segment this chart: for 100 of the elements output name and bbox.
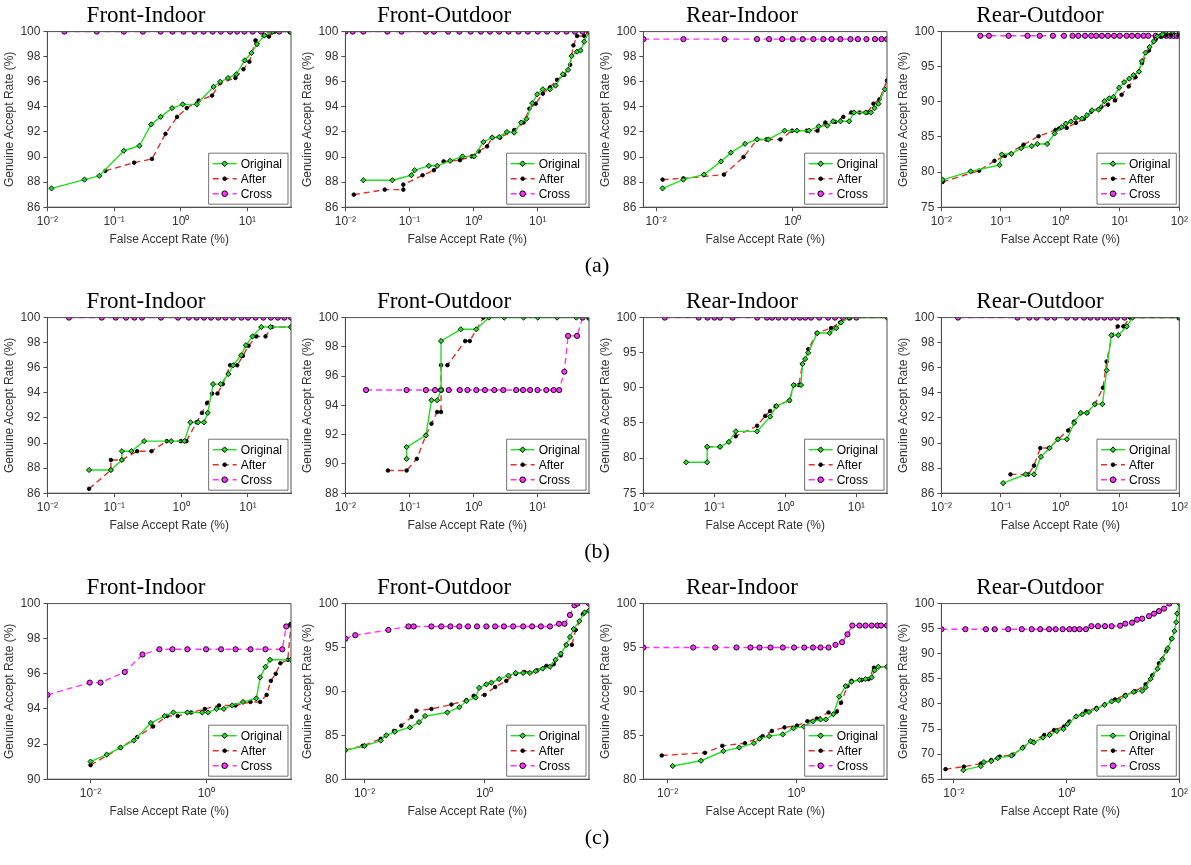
y-tick-label: 92 [325, 124, 339, 139]
x-tick-label: 10⁻² [930, 213, 953, 228]
legend-label: After [836, 743, 862, 758]
y-axis-title: Genuine Accept Rate (%) [597, 337, 612, 474]
legend-label: Cross [538, 758, 570, 773]
x-axis-title: False Accept Rate (%) [109, 804, 229, 819]
y-tick-label: 90 [921, 646, 935, 661]
y-axis-title: Genuine Accept Rate (%) [1, 337, 16, 474]
y-tick-label: 96 [325, 74, 339, 89]
x-tick-label: 10⁰ [197, 785, 216, 800]
y-tick-label: 98 [921, 335, 935, 349]
chart-title: Rear-Indoor [686, 1, 799, 27]
y-tick-label: 90 [325, 149, 339, 164]
x-tick-label: 10² [1170, 499, 1188, 514]
x-tick-label: 10⁰ [1051, 213, 1070, 228]
y-tick-label: 100 [318, 309, 339, 324]
x-tick-label: 10⁻² [656, 785, 679, 800]
y-tick-label: 100 [616, 309, 637, 324]
legend-label: Original [240, 156, 283, 171]
x-axis-title: False Accept Rate (%) [1000, 804, 1121, 819]
y-tick-label: 90 [623, 149, 637, 164]
x-axis-title: False Accept Rate (%) [109, 232, 229, 247]
x-tick-label: 10⁰ [475, 785, 494, 800]
x-axis-title: False Accept Rate (%) [705, 232, 825, 247]
legend-label: After [836, 171, 862, 186]
legend-label: Original [240, 442, 283, 457]
legend-label: Original [836, 442, 879, 457]
x-tick-label: 10¹ [239, 499, 257, 514]
y-tick-label: 98 [27, 335, 41, 349]
legend-label: Cross [836, 472, 868, 487]
y-axis-title: Genuine Accept Rate (%) [299, 623, 314, 760]
y-tick-label: 86 [623, 199, 637, 214]
y-tick-label: 90 [27, 435, 41, 450]
legend-label: Cross [836, 758, 868, 773]
y-tick-label: 88 [921, 460, 935, 475]
x-tick-label: 10⁻² [930, 499, 953, 514]
legend-label: After [1128, 743, 1155, 758]
y-tick-label: 75 [623, 485, 637, 500]
legend-label: Cross [1128, 186, 1161, 201]
y-tick-label: 92 [325, 426, 339, 441]
y-axis-title: Genuine Accept Rate (%) [597, 623, 612, 760]
y-tick-label: 90 [623, 683, 637, 698]
y-axis-title: Genuine Accept Rate (%) [1, 623, 16, 760]
legend-label: After [1128, 457, 1155, 472]
legend-label: After [538, 743, 564, 758]
x-tick-label: 10⁻² [36, 213, 59, 228]
y-tick-label: 94 [325, 397, 339, 412]
chart-title: Front-Indoor [86, 287, 206, 313]
y-tick-label: 94 [325, 99, 339, 114]
y-tick-label: 90 [27, 771, 41, 786]
legend-label: Original [538, 442, 581, 457]
legend-label: After [836, 457, 862, 472]
x-axis-title: False Accept Rate (%) [705, 518, 825, 533]
legend-label: Original [240, 728, 283, 743]
y-tick-label: 100 [616, 595, 637, 610]
y-tick-label: 100 [20, 595, 41, 610]
text: (b) [584, 538, 610, 564]
legend-label: Original [1128, 156, 1171, 171]
x-tick-label: 10¹ [529, 499, 547, 514]
chart-title: Front-Indoor [86, 573, 206, 599]
y-tick-label: 86 [921, 485, 935, 500]
y-tick-label: 85 [921, 671, 935, 686]
x-axis-title: False Accept Rate (%) [1000, 518, 1121, 533]
y-tick-label: 92 [27, 736, 41, 751]
x-tick-label: 10⁻¹ [103, 213, 125, 228]
x-tick-label: 10¹ [529, 213, 547, 228]
y-tick-label: 88 [623, 174, 637, 189]
y-tick-label: 94 [921, 385, 935, 400]
x-axis-title: False Accept Rate (%) [705, 804, 825, 819]
y-tick-label: 100 [20, 23, 41, 38]
y-axis-title: Genuine Accept Rate (%) [895, 51, 910, 188]
x-tick-label: 10⁻¹ [990, 213, 1012, 228]
chart-title: Front-Outdoor [376, 573, 512, 599]
y-axis-title: Genuine Accept Rate (%) [1, 51, 16, 188]
legend-label: After [240, 743, 266, 758]
y-tick-label: 86 [325, 199, 339, 214]
y-tick-label: 100 [914, 309, 935, 324]
x-tick-label: 10⁻² [334, 499, 357, 514]
x-tick-label: 10⁻¹ [703, 499, 726, 514]
y-tick-label: 95 [623, 639, 637, 654]
y-axis-title: Genuine Accept Rate (%) [597, 51, 612, 188]
y-tick-label: 92 [27, 124, 41, 139]
y-tick-label: 80 [921, 164, 935, 179]
y-tick-label: 95 [921, 621, 935, 635]
y-tick-label: 80 [921, 696, 935, 711]
x-tick-label: 10⁻² [36, 499, 59, 514]
legend-label: After [538, 457, 564, 472]
y-tick-label: 96 [325, 368, 339, 383]
legend-label: Cross [1128, 472, 1161, 487]
x-tick-label: 10⁻¹ [398, 213, 421, 228]
y-tick-label: 88 [27, 460, 41, 475]
x-tick-label: 10⁻² [334, 213, 357, 228]
y-tick-label: 92 [623, 124, 637, 139]
x-tick-label: 10⁰ [784, 213, 802, 228]
x-tick-label: 10² [1170, 785, 1188, 800]
x-tick-label: 10⁻² [353, 785, 376, 800]
y-tick-label: 100 [914, 595, 935, 610]
y-tick-label: 86 [27, 485, 41, 500]
x-tick-label: 10⁰ [464, 213, 483, 228]
y-tick-label: 85 [325, 727, 339, 742]
